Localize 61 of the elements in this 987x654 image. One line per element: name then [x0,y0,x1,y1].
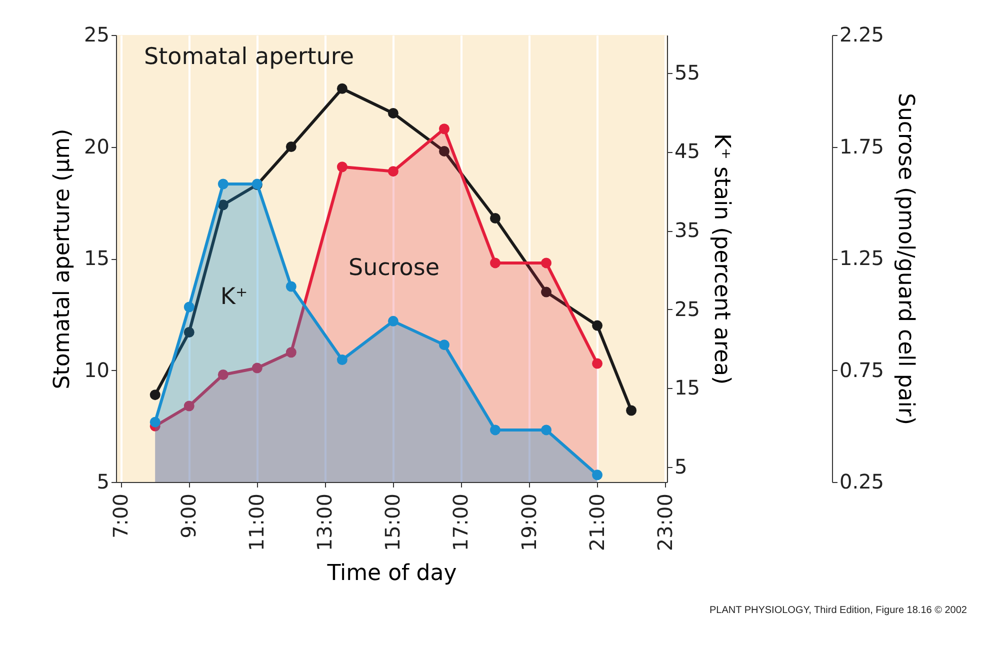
y-tick-label: 25 [84,22,110,46]
y3-tick-label: 1.25 [840,246,884,270]
x-tick-label: 21:00 [584,494,609,552]
point [336,162,348,172]
x-tick-label: 9:00 [176,494,201,538]
point [252,362,262,374]
point [286,281,296,292]
y-tick-label: 10 [84,358,110,382]
point [541,258,552,268]
point [438,124,450,134]
point [218,200,228,210]
point [438,146,450,156]
y2-tick-label: 15 [674,376,700,400]
series-label: Stomatal aperture [144,44,354,70]
text: PLANT PHYSIOLOGY, Third Edition, Figure 18.16 © 2002 [709,605,968,616]
y-axis-title: Stomatal aperture (μm) [50,128,76,390]
y3-axis-title: Sucrose (pmol/guard cell pair) [893,92,918,426]
y3-tick-label: 1.75 [840,134,884,158]
point [438,340,450,350]
point [286,347,296,358]
point [336,83,348,94]
y2-tick-label: 5 [674,454,688,479]
x-tick-label: 17:00 [448,494,473,552]
point [286,142,296,152]
y2-tick-label: 35 [674,218,700,242]
point [388,166,398,177]
y3-tick-label: 0.75 [840,358,884,382]
y2-tick-label: 45 [674,139,700,164]
y-tick-label: 20 [84,134,110,158]
y2-tick-label: 25 [674,296,700,321]
series-label: K⁺ [220,284,248,310]
point [490,213,500,224]
point [592,358,603,369]
point [592,320,603,331]
x-tick-label: 13:00 [312,494,337,552]
x-axis-title: Time of day [326,561,457,586]
point [150,390,160,400]
y3-tick-label: 0.25 [840,470,884,494]
x-tick-label: 19:00 [516,494,541,552]
y2-tick-label: 55 [674,60,700,84]
point [388,108,398,118]
y2-axis-title: K⁺ stain (percent area) [708,133,734,385]
point [218,369,228,380]
point [184,302,194,312]
point [541,424,552,436]
point [388,316,398,326]
point [184,400,194,412]
x-tick-label: 7:00 [108,494,133,538]
y-tick-label: 5 [96,470,110,494]
y-tick-label: 15 [84,246,110,270]
y3-tick-label: 2.25 [840,22,884,46]
series-label: Sucrose [348,255,440,281]
point [336,354,348,366]
x-tick-label: 15:00 [380,494,405,552]
point [541,286,552,298]
x-tick-label: 11:00 [244,494,269,552]
point [150,416,160,428]
point [184,327,194,338]
point [592,470,603,480]
point [626,405,637,416]
x-tick-label: 23:00 [652,494,677,552]
